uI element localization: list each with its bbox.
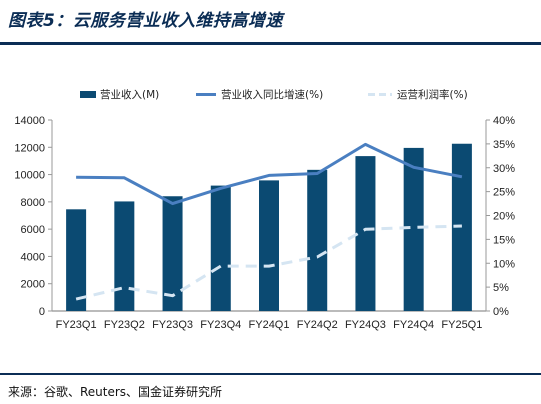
x-tick-label: FY23Q1 <box>56 319 97 331</box>
legend-label-margin: 运营利润率(%) <box>397 88 468 101</box>
y-right-tick-label: 5% <box>493 282 509 294</box>
y-right-tick-label: 30% <box>493 163 515 175</box>
x-tick-label: FY23Q4 <box>200 319 241 331</box>
x-tick-label: FY24Q3 <box>345 319 386 331</box>
legend: 营业收入(M) 营业收入同比增速(%) 运营利润率(%) <box>80 88 468 101</box>
y-right-tick-label: 40% <box>493 115 515 127</box>
x-tick-label: FY25Q1 <box>441 319 482 331</box>
legend-label-growth: 营业收入同比增速(%) <box>221 88 323 101</box>
source-note: 来源：谷歌、Reuters、国金证券研究所 <box>8 385 223 399</box>
legend-label-revenue: 营业收入(M) <box>100 88 159 101</box>
y-left-tick-label: 12000 <box>14 142 45 154</box>
y-right-tick-label: 15% <box>493 234 515 246</box>
y-left-tick-label: 8000 <box>21 197 45 209</box>
y-right-tick-label: 20% <box>493 211 515 223</box>
title-divider <box>0 42 541 45</box>
x-tick-label: FY24Q2 <box>297 319 338 331</box>
bar-revenue-fy23q3 <box>162 196 183 311</box>
y-right-tick-label: 25% <box>493 187 515 199</box>
bar-revenue-fy24q3 <box>355 156 376 311</box>
source-divider <box>0 373 541 375</box>
plot-area: 0 2000 4000 6000 8000 10000 12000 14000 0% 5% 10% 1… <box>14 115 515 331</box>
combo-chart: 营业收入(M) 营业收入同比增速(%) 运营利润率(%) 0 2000 4000 60… <box>14 88 515 331</box>
bar-revenue-fy24q1 <box>259 180 279 311</box>
y-left-tick-label: 2000 <box>21 279 45 291</box>
y-left-tick-label: 6000 <box>21 224 45 236</box>
figure-title: 图表5：云服务营业收入维持高增速 <box>8 11 283 31</box>
x-tick-label: FY24Q1 <box>249 319 290 331</box>
bar-revenue-fy23q2 <box>114 201 135 311</box>
y-right-tick-label: 10% <box>493 258 515 270</box>
x-tick-label: FY24Q4 <box>393 319 434 331</box>
bar-revenue-fy23q1 <box>66 209 87 311</box>
y-left-tick-label: 0 <box>39 306 45 318</box>
y-left-tick-label: 4000 <box>21 251 45 263</box>
bar-revenue-fy24q2 <box>307 169 328 311</box>
x-tick-label: FY23Q2 <box>104 319 145 331</box>
y-right-tick-label: 0% <box>493 306 509 318</box>
legend-swatch-revenue <box>80 91 96 98</box>
bar-revenue-fy24q4 <box>403 147 424 311</box>
y-left-tick-label: 14000 <box>14 115 45 127</box>
bar-revenue-fy23q4 <box>210 185 231 311</box>
x-tick-label: FY23Q3 <box>152 319 193 331</box>
y-left-tick-label: 10000 <box>14 170 45 182</box>
y-right-tick-label: 35% <box>493 139 515 151</box>
